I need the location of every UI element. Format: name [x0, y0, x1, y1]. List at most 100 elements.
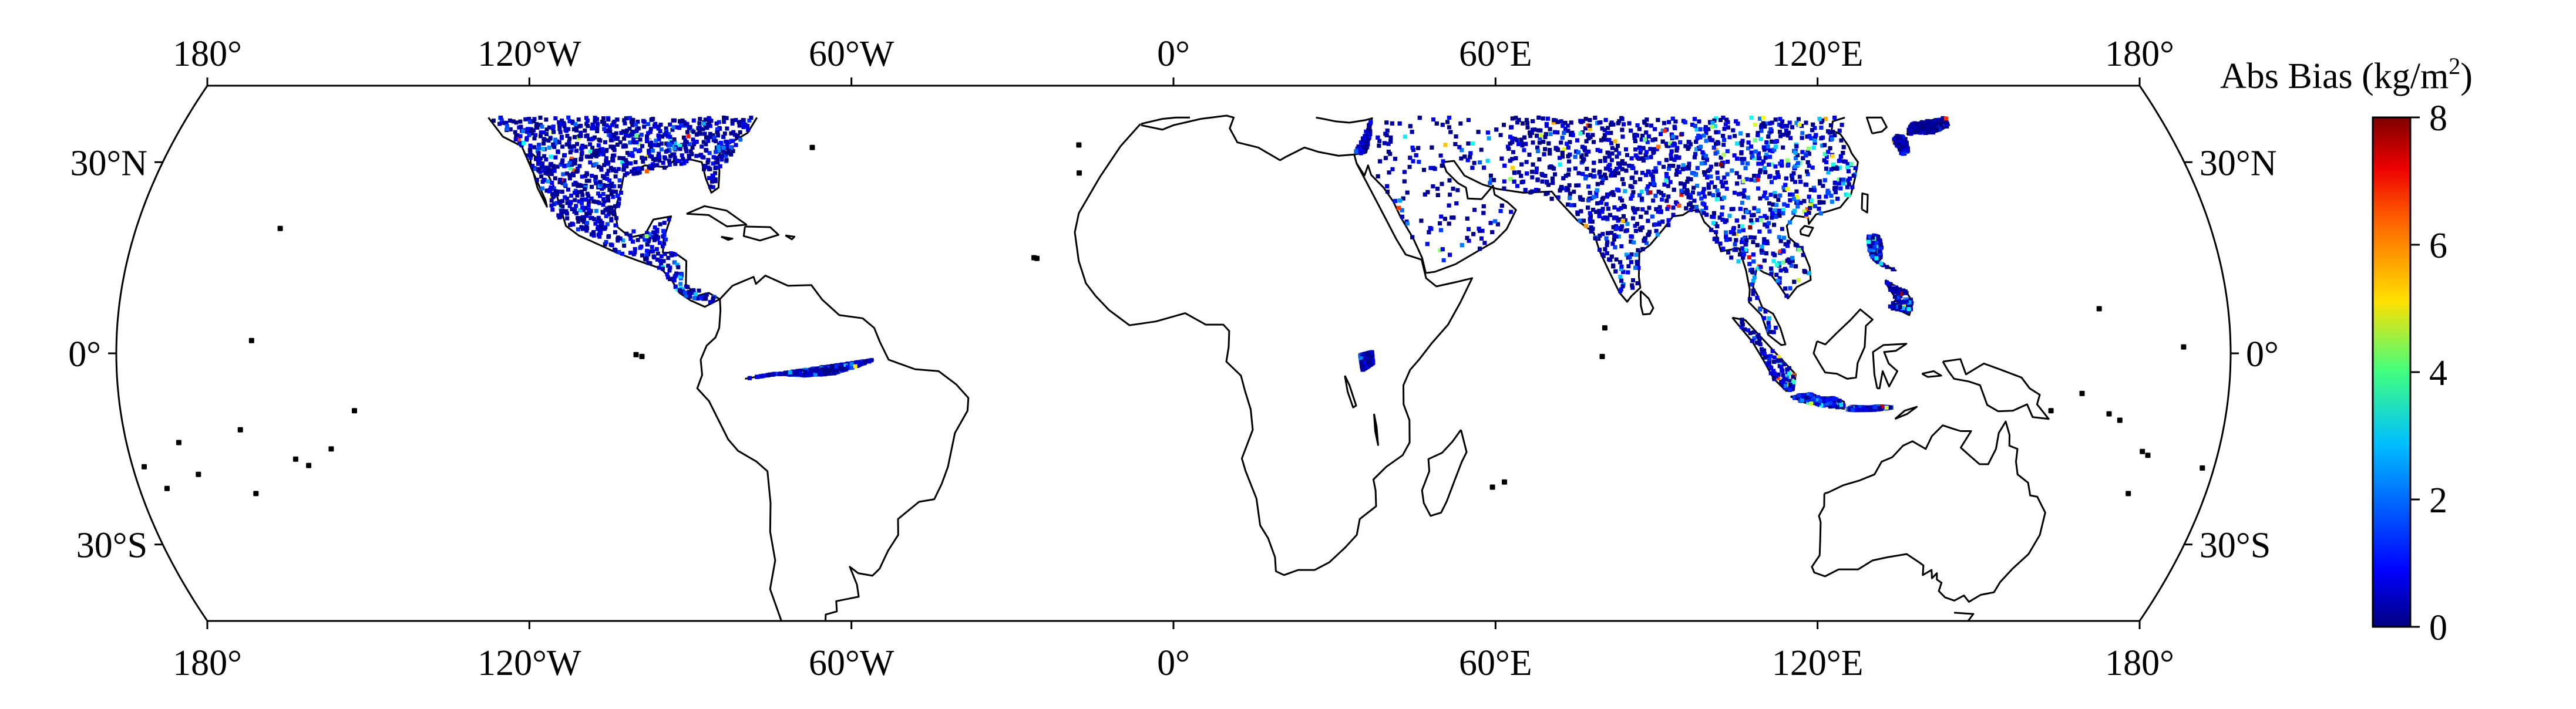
bias-point [610, 243, 614, 248]
bias-point [670, 127, 675, 132]
bias-point [673, 284, 678, 289]
bias-point [614, 216, 618, 221]
bias-point [654, 139, 658, 143]
bias-point [694, 154, 699, 158]
bias-point [527, 120, 532, 124]
bias-point [630, 151, 634, 156]
island-dot [253, 491, 259, 497]
bias-point [648, 127, 653, 131]
bias-point [544, 188, 549, 193]
bias-point [544, 157, 549, 162]
bias-point [538, 170, 543, 174]
bias-point [652, 255, 657, 260]
bias-point [576, 117, 581, 122]
bias-point [570, 207, 574, 211]
bias-point [588, 160, 593, 165]
bias-point [646, 131, 650, 136]
bias-point [711, 155, 716, 160]
bias-point [567, 204, 572, 208]
bias-point [580, 227, 585, 231]
bias-point [549, 171, 554, 176]
bias-point [549, 154, 553, 159]
bias-point [643, 256, 647, 261]
bias-point [664, 126, 668, 131]
bias-point [574, 169, 579, 174]
bias-point [539, 174, 544, 179]
bias-point [706, 139, 711, 143]
bias-point [580, 201, 584, 205]
bias-point [562, 164, 567, 168]
bias-point [610, 168, 615, 173]
bias-point [634, 129, 639, 133]
bias-point [704, 148, 708, 152]
bias-point [657, 158, 662, 163]
island-dot [352, 408, 357, 414]
island-dot [2117, 417, 2123, 423]
bias-point [568, 222, 573, 227]
bias-point [619, 131, 624, 135]
bias-point [590, 146, 595, 150]
bias-point [595, 219, 600, 224]
bias-point [685, 121, 690, 126]
bias-point [587, 178, 591, 183]
bias-point [631, 118, 635, 123]
bias-point [668, 143, 673, 147]
bias-point [588, 149, 593, 154]
bias-point [711, 174, 715, 178]
bias-point [725, 126, 729, 131]
bias-point [565, 216, 570, 221]
bias-point [607, 210, 612, 215]
bias-point [624, 160, 629, 165]
bias-point [587, 137, 591, 141]
bias-point [741, 121, 746, 126]
bias-point [648, 249, 653, 254]
bias-point [687, 142, 692, 147]
bias-point [567, 144, 572, 149]
bias-point [716, 144, 721, 149]
bias-point [618, 140, 623, 144]
bias-point [602, 163, 607, 167]
island-dot [2181, 344, 2187, 350]
bias-point [552, 168, 557, 173]
bias-point [747, 376, 752, 380]
bias-point [583, 174, 588, 178]
bias-point [637, 142, 641, 146]
bias-point [615, 143, 620, 147]
bias-point [585, 118, 590, 123]
bias-point [559, 121, 563, 126]
island-dot [1502, 479, 1507, 485]
bias-point [714, 165, 718, 170]
bias-point [682, 161, 687, 166]
bias-point [645, 242, 650, 247]
bias-point [737, 120, 741, 124]
bias-point [576, 184, 580, 188]
bias-point [574, 124, 579, 129]
bias-point [577, 164, 582, 168]
bias-point [658, 258, 663, 263]
bias-point [520, 129, 525, 133]
bias-point [545, 171, 550, 176]
bias-point [618, 190, 623, 195]
bias-point [631, 140, 635, 144]
bias-point [611, 212, 616, 217]
bias-point [651, 157, 655, 161]
bias-point [594, 208, 598, 213]
bias-point [564, 211, 569, 216]
bias-point [716, 133, 721, 138]
bias-point [624, 144, 628, 148]
bias-point [603, 242, 607, 247]
bias-point [594, 154, 598, 158]
bias-point [701, 127, 705, 131]
bias-point [652, 235, 657, 240]
bias-point [687, 153, 691, 158]
island-dot [237, 427, 243, 433]
bias-point [603, 208, 608, 212]
bias-point [672, 278, 677, 283]
bias-point [657, 155, 662, 160]
bias-point [678, 119, 682, 124]
bias-point [694, 292, 698, 296]
bias-point [518, 119, 523, 124]
bias-point [647, 151, 651, 156]
bias-point [722, 120, 727, 124]
bias-point [722, 131, 727, 136]
